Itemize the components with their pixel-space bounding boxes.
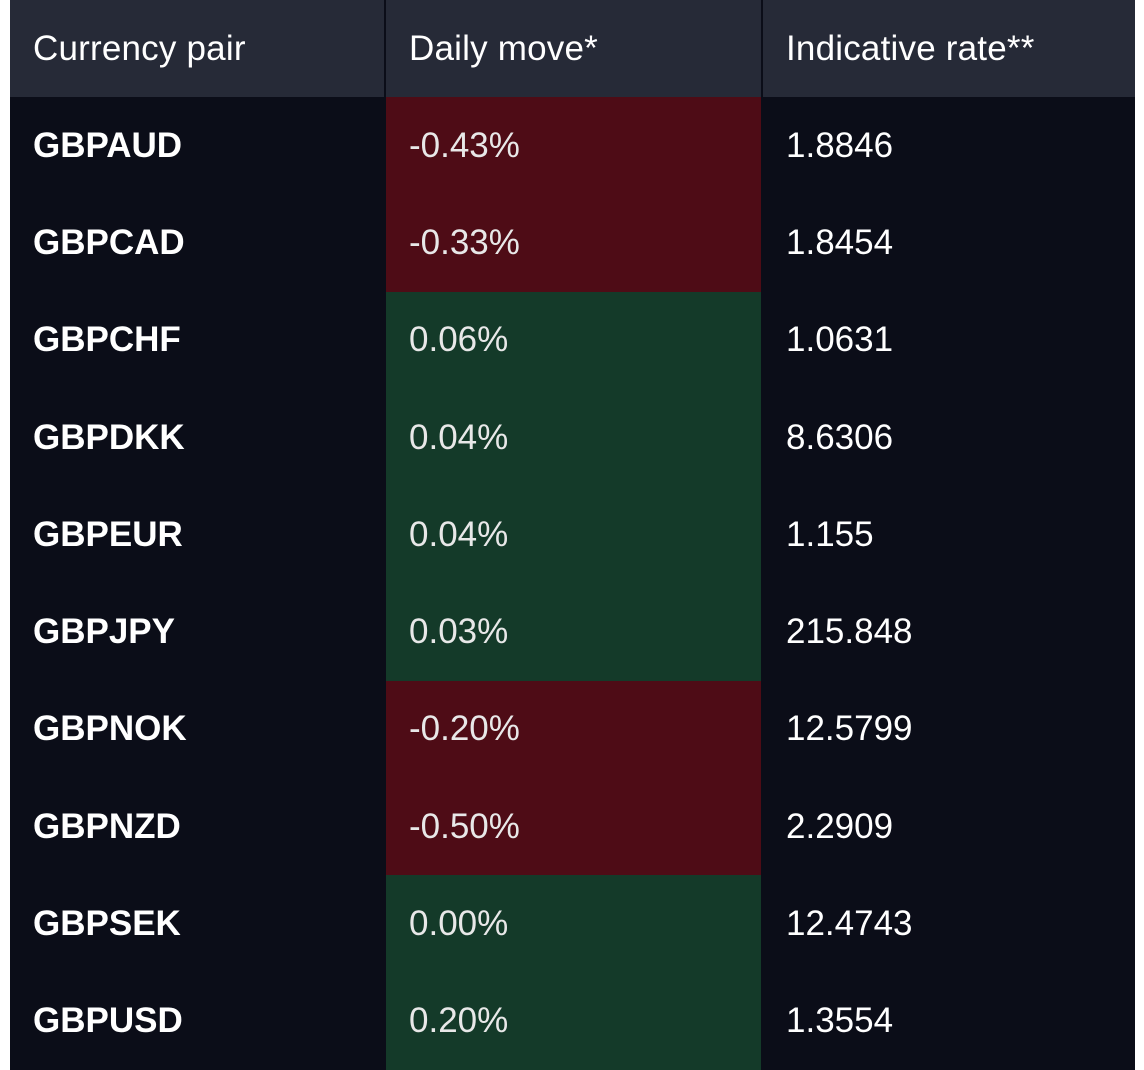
table-header-row: Currency pair Daily move* Indicative rat… (10, 0, 1135, 97)
indicative-rate-cell: 1.8454 (761, 194, 1135, 292)
indicative-rate-cell: 1.0631 (761, 291, 1135, 389)
daily-move-cell: 0.04% (384, 486, 761, 584)
indicative-rate-cell: 12.5799 (761, 680, 1135, 779)
indicative-rate-cell: 12.4743 (761, 875, 1135, 973)
daily-move-cell: 0.06% (384, 291, 761, 389)
currency-pair-cell: GBPDKK (10, 388, 384, 487)
currency-pair-cell: GBPNOK (10, 680, 384, 779)
indicative-rate-cell: 8.6306 (761, 388, 1135, 487)
table-row: GBPSEK 0.00% 12.4743 (10, 875, 1135, 973)
table-row: GBPCHF 0.06% 1.0631 (10, 291, 1135, 389)
table-row: GBPNZD -0.50% 2.2909 (10, 778, 1135, 876)
daily-move-cell: 0.03% (384, 583, 761, 681)
daily-move-cell: -0.43% (384, 97, 761, 195)
header-indicative-rate: Indicative rate** (761, 0, 1135, 97)
header-daily-move: Daily move* (384, 0, 761, 97)
currency-pair-cell: GBPCAD (10, 194, 384, 292)
currency-pair-cell: GBPJPY (10, 583, 384, 681)
daily-move-cell: 0.04% (384, 388, 761, 487)
indicative-rate-cell: 1.3554 (761, 972, 1135, 1070)
indicative-rate-cell: 2.2909 (761, 778, 1135, 876)
daily-move-cell: -0.33% (384, 194, 761, 292)
indicative-rate-cell: 1.8846 (761, 97, 1135, 195)
table-row: GBPDKK 0.04% 8.6306 (10, 388, 1135, 487)
table-row: GBPEUR 0.04% 1.155 (10, 486, 1135, 584)
table-row: GBPUSD 0.20% 1.3554 (10, 972, 1135, 1070)
daily-move-cell: -0.20% (384, 680, 761, 779)
daily-move-cell: 0.00% (384, 875, 761, 973)
table-row: GBPAUD -0.43% 1.8846 (10, 97, 1135, 195)
currency-pair-cell: GBPSEK (10, 875, 384, 973)
table-row: GBPCAD -0.33% 1.8454 (10, 194, 1135, 292)
currency-pair-cell: GBPCHF (10, 291, 384, 389)
currency-rates-table: Currency pair Daily move* Indicative rat… (10, 0, 1135, 1070)
daily-move-cell: -0.50% (384, 778, 761, 876)
currency-pair-cell: GBPUSD (10, 972, 384, 1070)
currency-pair-cell: GBPEUR (10, 486, 384, 584)
currency-pair-cell: GBPAUD (10, 97, 384, 195)
indicative-rate-cell: 215.848 (761, 583, 1135, 681)
daily-move-cell: 0.20% (384, 972, 761, 1070)
table-row: GBPNOK -0.20% 12.5799 (10, 680, 1135, 779)
header-currency-pair: Currency pair (33, 28, 246, 68)
currency-pair-cell: GBPNZD (10, 778, 384, 876)
table-row: GBPJPY 0.03% 215.848 (10, 583, 1135, 681)
indicative-rate-cell: 1.155 (761, 486, 1135, 584)
table-body: GBPAUD -0.43% 1.8846 GBPCAD -0.33% 1.845… (10, 97, 1135, 1070)
